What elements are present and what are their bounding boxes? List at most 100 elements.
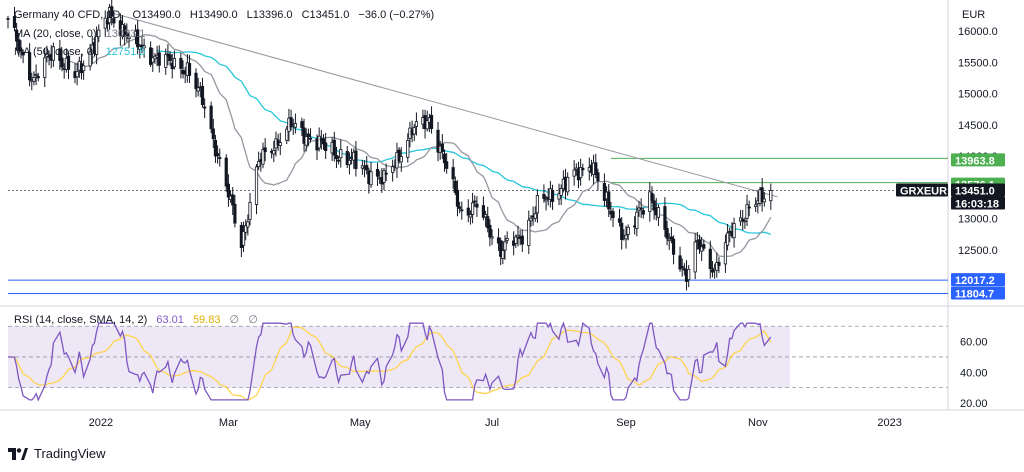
candle-body — [218, 157, 222, 159]
candle-body — [278, 142, 282, 146]
candle-body — [557, 193, 561, 200]
candle-body — [110, 6, 114, 17]
candle-body — [458, 206, 462, 209]
candle-body — [505, 238, 509, 241]
candle-body — [12, 16, 17, 28]
candle-body — [624, 234, 628, 240]
candle-body — [732, 223, 736, 239]
candle-body — [581, 167, 585, 171]
candle-body — [254, 166, 259, 205]
candle-body — [293, 123, 298, 128]
candle-body — [667, 238, 671, 242]
candle-body — [490, 236, 494, 239]
candle-body — [693, 241, 697, 273]
rsi-sma-line — [7, 326, 772, 401]
candle-body — [641, 210, 645, 215]
candle-body — [639, 207, 643, 210]
candle-body — [334, 155, 339, 160]
candle-body — [304, 136, 308, 146]
candle-body — [442, 153, 447, 164]
rsi-legend[interactable]: RSI (14, close, SMA, 14, 2) 63.01 59.83 … — [14, 313, 264, 327]
candle-body — [6, 17, 10, 20]
ma20-legend[interactable]: MA (20, close, 0) 13023.1 — [14, 27, 151, 41]
candle-body — [754, 204, 758, 207]
rsi-label: RSI (14, close, SMA, 14, 2) — [14, 314, 148, 326]
candle-body — [455, 189, 460, 207]
candle-body — [149, 47, 153, 65]
candle-body — [382, 170, 386, 183]
ma50-label: MA (50, close, 0) — [14, 46, 97, 58]
time-axis-label: 2022 — [89, 417, 113, 429]
candle-body — [231, 194, 235, 206]
time-axis-label: 2023 — [877, 417, 901, 429]
price-tag-bg — [951, 286, 1005, 300]
candle-body — [501, 250, 505, 259]
candle-body — [15, 29, 19, 42]
price-tag-label: 16:03:18 — [955, 198, 999, 210]
candle-body — [542, 193, 546, 199]
candle-body — [360, 165, 364, 169]
tradingview-logo-icon — [8, 447, 28, 460]
rsi-line — [7, 321, 772, 402]
candle-body — [527, 219, 531, 246]
candle-body — [43, 57, 47, 78]
candle-body — [436, 129, 440, 153]
candle-body — [196, 87, 200, 92]
candle-body — [125, 32, 129, 38]
candle-body — [760, 187, 764, 203]
candle-body — [308, 137, 313, 140]
candle-body — [747, 206, 751, 209]
price-tick-label: 13000.0 — [958, 214, 998, 226]
candle-body — [715, 262, 719, 271]
candle-body — [723, 242, 728, 265]
candle-body — [339, 149, 343, 159]
candle-body — [611, 211, 615, 218]
candle-body — [440, 143, 444, 153]
candle-body — [285, 128, 289, 141]
candle-body — [399, 156, 403, 163]
candle-body — [45, 53, 49, 57]
candle-body — [453, 180, 457, 193]
candle-body — [209, 105, 213, 129]
candle-body — [741, 218, 745, 222]
candle-body — [164, 54, 168, 68]
candle-body — [172, 58, 176, 68]
time-axis-label: Jul — [485, 417, 499, 429]
candle-body — [596, 172, 600, 182]
candle-body — [200, 85, 205, 106]
candle-body — [425, 120, 429, 130]
ma50-value: 12751.5 — [105, 46, 146, 58]
candle-body — [142, 45, 146, 49]
candle-body — [473, 200, 477, 203]
candle-body — [650, 192, 654, 201]
candle-body — [347, 159, 352, 166]
candle-body — [697, 239, 702, 250]
candle-body — [486, 216, 490, 229]
candle-body — [34, 73, 38, 76]
price-tag-label: 13451.0 — [955, 185, 995, 197]
candle-body — [306, 133, 310, 138]
candle-body — [451, 167, 455, 180]
candle-body — [514, 236, 518, 244]
time-axis-label: Nov — [748, 417, 768, 429]
symbol-label[interactable]: Germany 40 CFD, 1D, — [14, 9, 124, 21]
candle-body — [187, 63, 192, 76]
candle-body — [710, 269, 715, 273]
candle-body — [289, 117, 293, 128]
tradingview-watermark: TradingView — [8, 446, 106, 461]
candle-body — [391, 166, 395, 173]
candle-body — [123, 25, 127, 36]
candle-body — [725, 232, 730, 246]
candle-body — [762, 198, 766, 203]
candle-body — [82, 65, 86, 72]
candle-body — [75, 70, 79, 78]
candle-body — [475, 203, 479, 208]
candle-body — [216, 153, 220, 157]
candle-body — [488, 224, 492, 238]
ma50-legend[interactable]: MA (50, close, 0) 12751.5 — [14, 45, 151, 59]
candle-body — [332, 139, 336, 156]
candle-body — [483, 214, 488, 218]
candle-body — [680, 266, 684, 268]
candle-body — [127, 36, 131, 40]
